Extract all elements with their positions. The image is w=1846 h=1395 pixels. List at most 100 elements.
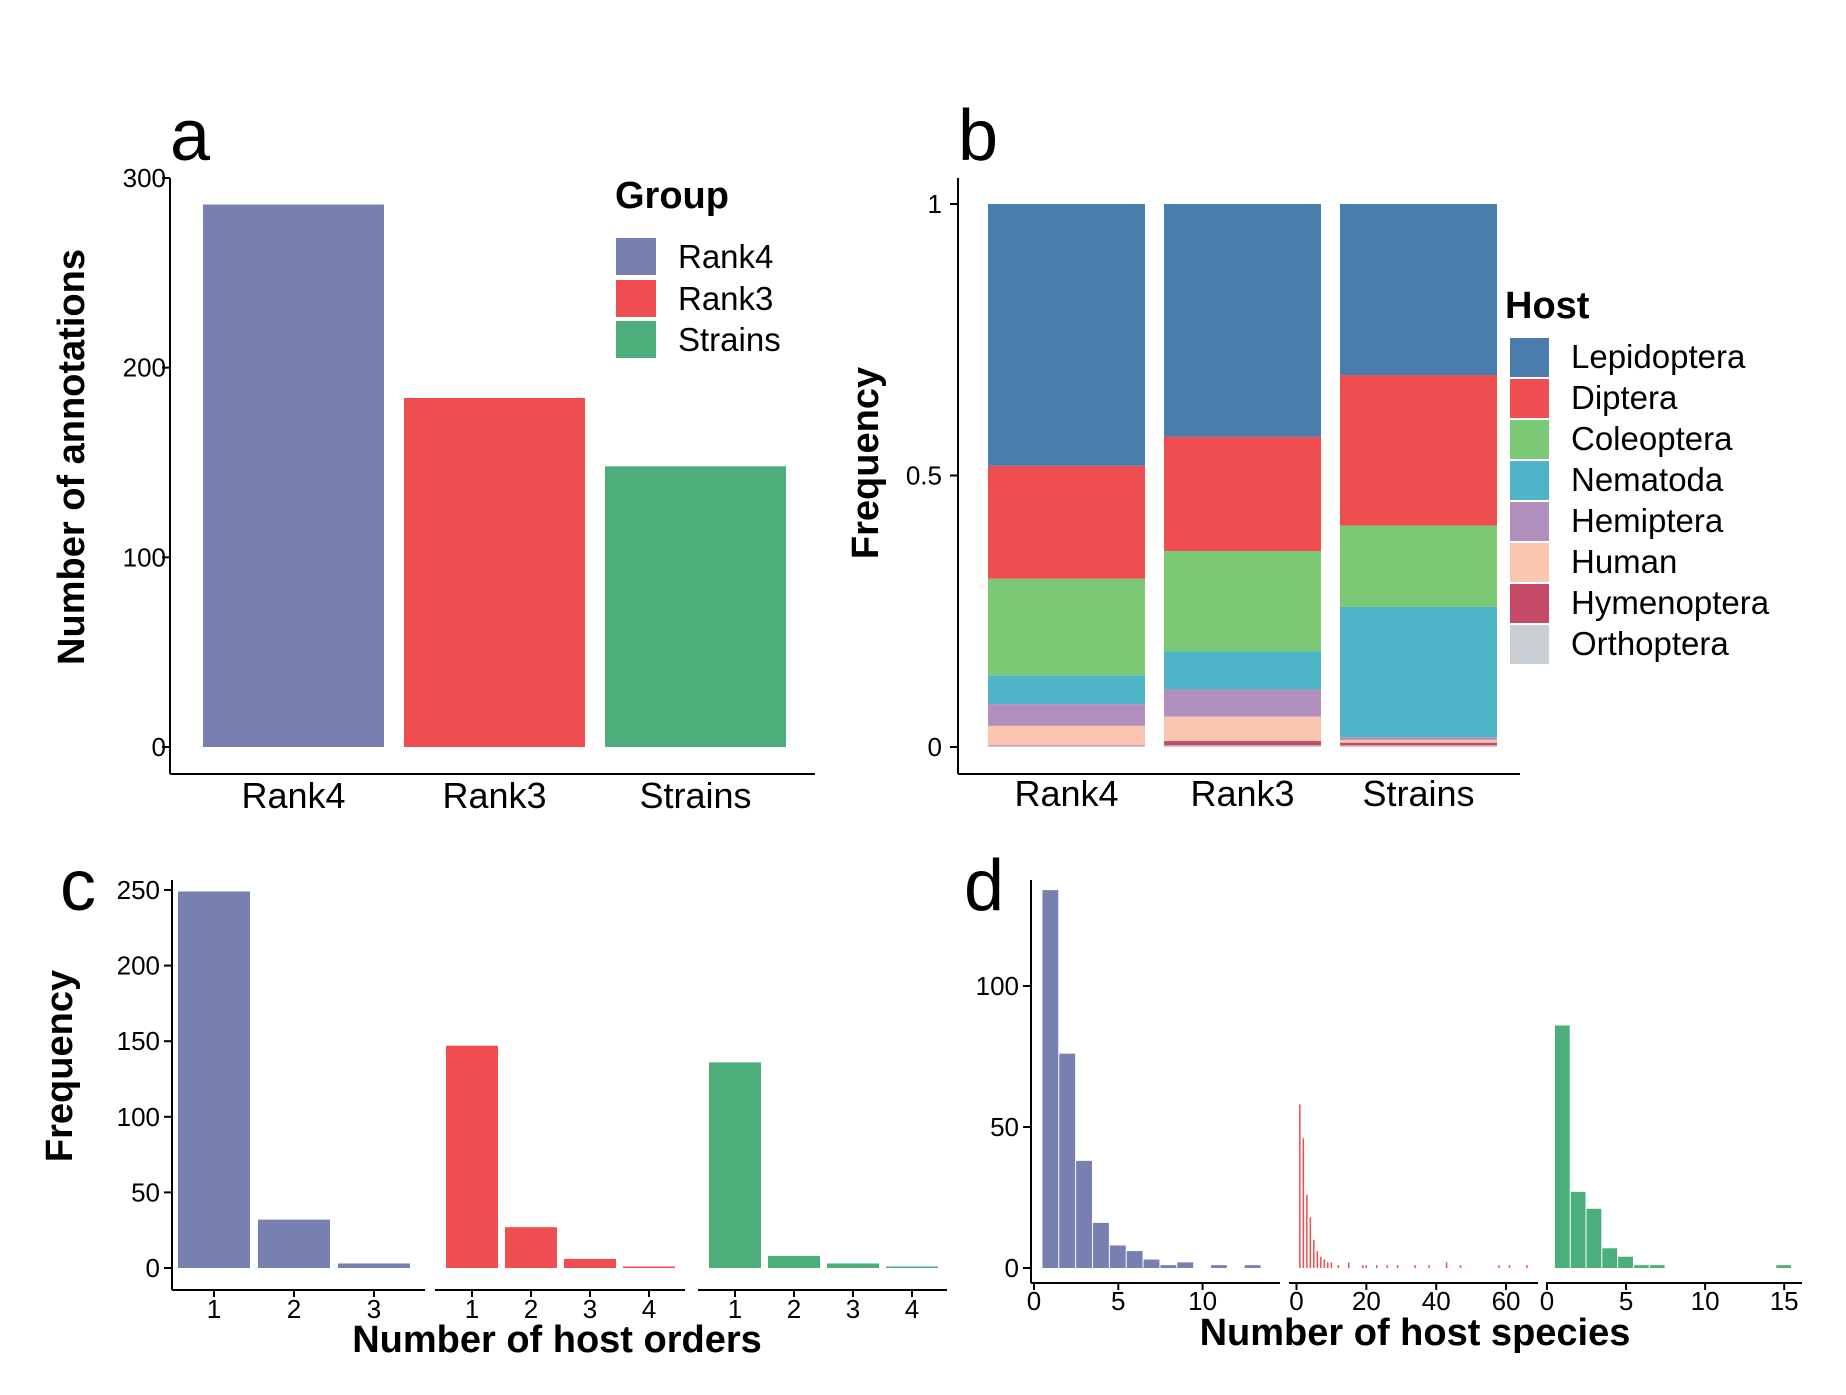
- bar-strains-human: [1340, 739, 1497, 743]
- bar-rank3-1: [1299, 1104, 1301, 1268]
- x-tick-label-rank4-0: 0: [1027, 1286, 1041, 1316]
- bar-rank4-hemiptera: [988, 704, 1145, 726]
- x-tick-label-rank3-40: 40: [1422, 1286, 1451, 1316]
- bar-rank4-nematoda: [988, 675, 1145, 705]
- legend-label-strains: Strains: [678, 321, 781, 358]
- x-tick-label-strains-1: 1: [728, 1294, 742, 1324]
- bar-rank3-20: [1365, 1265, 1367, 1268]
- bar-rank3-4: [623, 1266, 675, 1268]
- bar-rank3-23: [1375, 1265, 1378, 1268]
- bar-rank4-2: [1059, 1053, 1076, 1268]
- bar-rank4-1: [1042, 890, 1059, 1268]
- legend-swatch-coleoptera: [1510, 420, 1549, 459]
- bar-rank4-hymenoptera: [988, 744, 1145, 746]
- y-tick-label-100: 100: [117, 1102, 160, 1132]
- bar-rank3-58: [1498, 1265, 1500, 1268]
- x-tick-label-rank3-2: 2: [524, 1294, 538, 1324]
- x-tick-label-rank4-1: 1: [207, 1294, 221, 1324]
- bar-rank4-7: [1143, 1259, 1160, 1268]
- x-tick-label-rank4: Rank4: [241, 775, 345, 816]
- legend-swatch-lepidoptera: [1510, 338, 1549, 377]
- legend-swatch-orthoptera: [1510, 625, 1549, 664]
- bar-rank4-3: [1076, 1160, 1092, 1268]
- legend-swatch-diptera: [1510, 379, 1549, 418]
- x-tick-label-strains: Strains: [1362, 773, 1474, 814]
- bar-rank3-1: [446, 1045, 498, 1268]
- bar-rank3-8: [1323, 1259, 1326, 1268]
- panel-d-bars: [1042, 890, 1792, 1268]
- bar-rank3-nematoda: [1164, 651, 1321, 690]
- panel-c: c Frequency 1 2 3 1 2 3 4 1 2 3 4 0 50 100 150 200 250 N…: [39, 846, 947, 1361]
- bar-rank3-61: [1508, 1265, 1511, 1268]
- y-tick-label-0: 0: [928, 732, 942, 762]
- bar-rank3-3: [564, 1258, 616, 1268]
- bar-rank3-4: [1309, 1217, 1312, 1268]
- bar-strains-diptera: [1340, 375, 1497, 526]
- bar-rank3-5: [1313, 1239, 1315, 1268]
- bar-rank3-2: [1302, 1138, 1305, 1268]
- bar-rank4-6: [1126, 1251, 1143, 1268]
- legend-label-nematoda: Nematoda: [1571, 461, 1724, 498]
- bar-rank4-diptera: [988, 465, 1145, 579]
- legend-label-hymenoptera: Hymenoptera: [1571, 584, 1770, 621]
- panel-a-letter: a: [170, 96, 211, 176]
- bar-rank4-4: [1093, 1222, 1109, 1268]
- panel-b-legend-title: Host: [1505, 285, 1590, 327]
- legend-swatch-hemiptera: [1510, 502, 1549, 541]
- bar-strains-hemiptera: [1340, 737, 1497, 740]
- x-tick-label-rank3: Rank3: [1190, 773, 1294, 814]
- x-tick-label-rank3-20: 20: [1352, 1286, 1381, 1316]
- legend-label-diptera: Diptera: [1571, 379, 1678, 416]
- bar-rank4-3: [338, 1263, 410, 1268]
- legend-swatch-rank3: [616, 280, 656, 317]
- y-tick-label-50: 50: [131, 1177, 160, 1207]
- bar-strains-7: [1649, 1265, 1665, 1268]
- x-tick-label-rank4-10: 10: [1188, 1286, 1217, 1316]
- y-tick-label-100: 100: [976, 971, 1019, 1001]
- x-tick-label-rank4-5: 5: [1111, 1286, 1125, 1316]
- panel-b-letter: b: [958, 96, 998, 176]
- legend-swatch-hymenoptera: [1510, 584, 1549, 623]
- x-tick-label-strains-0: 0: [1540, 1286, 1554, 1316]
- bar-rank4-orthoptera: [988, 745, 1145, 747]
- bar-rank3-7: [1320, 1256, 1322, 1268]
- bar-strains-5: [1618, 1256, 1633, 1268]
- panel-c-x-axis-title: Number of host orders: [352, 1319, 762, 1361]
- x-tick-label-rank4-2: 2: [287, 1294, 301, 1324]
- bar-rank3: [404, 398, 585, 747]
- x-tick-label-strains-5: 5: [1619, 1286, 1633, 1316]
- x-tick-label-strains-10: 10: [1691, 1286, 1720, 1316]
- bar-rank4-9: [1177, 1262, 1194, 1268]
- bar-rank3-diptera: [1164, 436, 1321, 551]
- x-tick-label-rank3: Rank3: [442, 775, 546, 816]
- panel-a-legend: Group Rank4 Rank3 Strains: [615, 175, 781, 358]
- bar-rank3-15: [1348, 1262, 1350, 1268]
- legend-label-lepidoptera: Lepidoptera: [1571, 338, 1746, 375]
- legend-swatch-strains: [616, 321, 656, 358]
- panel-a: a Number of annotations Rank4 Rank3 Strain…: [51, 96, 815, 816]
- bar-rank3-human: [1164, 716, 1321, 742]
- x-tick-label-rank3-4: 4: [642, 1294, 656, 1324]
- bar-rank3-12: [1337, 1265, 1340, 1268]
- x-tick-label-rank3-60: 60: [1492, 1286, 1521, 1316]
- legend-swatch-human: [1510, 543, 1549, 582]
- bar-strains-6: [1633, 1265, 1649, 1268]
- bar-rank4-2: [258, 1219, 330, 1268]
- panel-a-bars: [203, 204, 786, 747]
- bar-strains-2: [1570, 1191, 1586, 1268]
- bar-strains-1: [709, 1062, 761, 1268]
- bar-rank3-hemiptera: [1164, 689, 1321, 717]
- y-tick-label-0-5: 0.5: [906, 461, 942, 491]
- bar-rank3-26: [1386, 1265, 1388, 1268]
- bar-rank4-coleoptera: [988, 578, 1145, 676]
- y-tick-label-250: 250: [117, 875, 160, 905]
- bar-rank3-coleoptera: [1164, 550, 1321, 652]
- bar-rank3-orthoptera: [1164, 745, 1321, 747]
- bar-rank4-13: [1244, 1265, 1261, 1268]
- bar-strains-3: [1586, 1208, 1602, 1268]
- panel-b: b Frequency Rank4 Rank3 Strains 0 0.5 1 Host …: [845, 96, 1770, 814]
- y-tick-label-50: 50: [990, 1112, 1019, 1142]
- bar-rank3-9: [1327, 1262, 1329, 1268]
